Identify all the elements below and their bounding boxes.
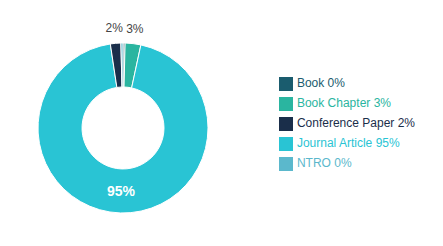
html-text:Book 0%: Book 0% [296,76,345,90]
svg-text:95%: 95% [107,183,136,199]
html-text:Journal Article 95%: Journal Article 95% [296,136,400,150]
html-text:Conference Paper 2%: Conference Paper 2% [296,116,415,130]
html-text:Book Chapter 3%: Book Chapter 3% [296,96,391,110]
svg-text:2%: 2% [106,21,124,35]
svg-text:3%: 3% [126,22,144,36]
html-text:NTRO 0%: NTRO 0% [296,156,352,170]
